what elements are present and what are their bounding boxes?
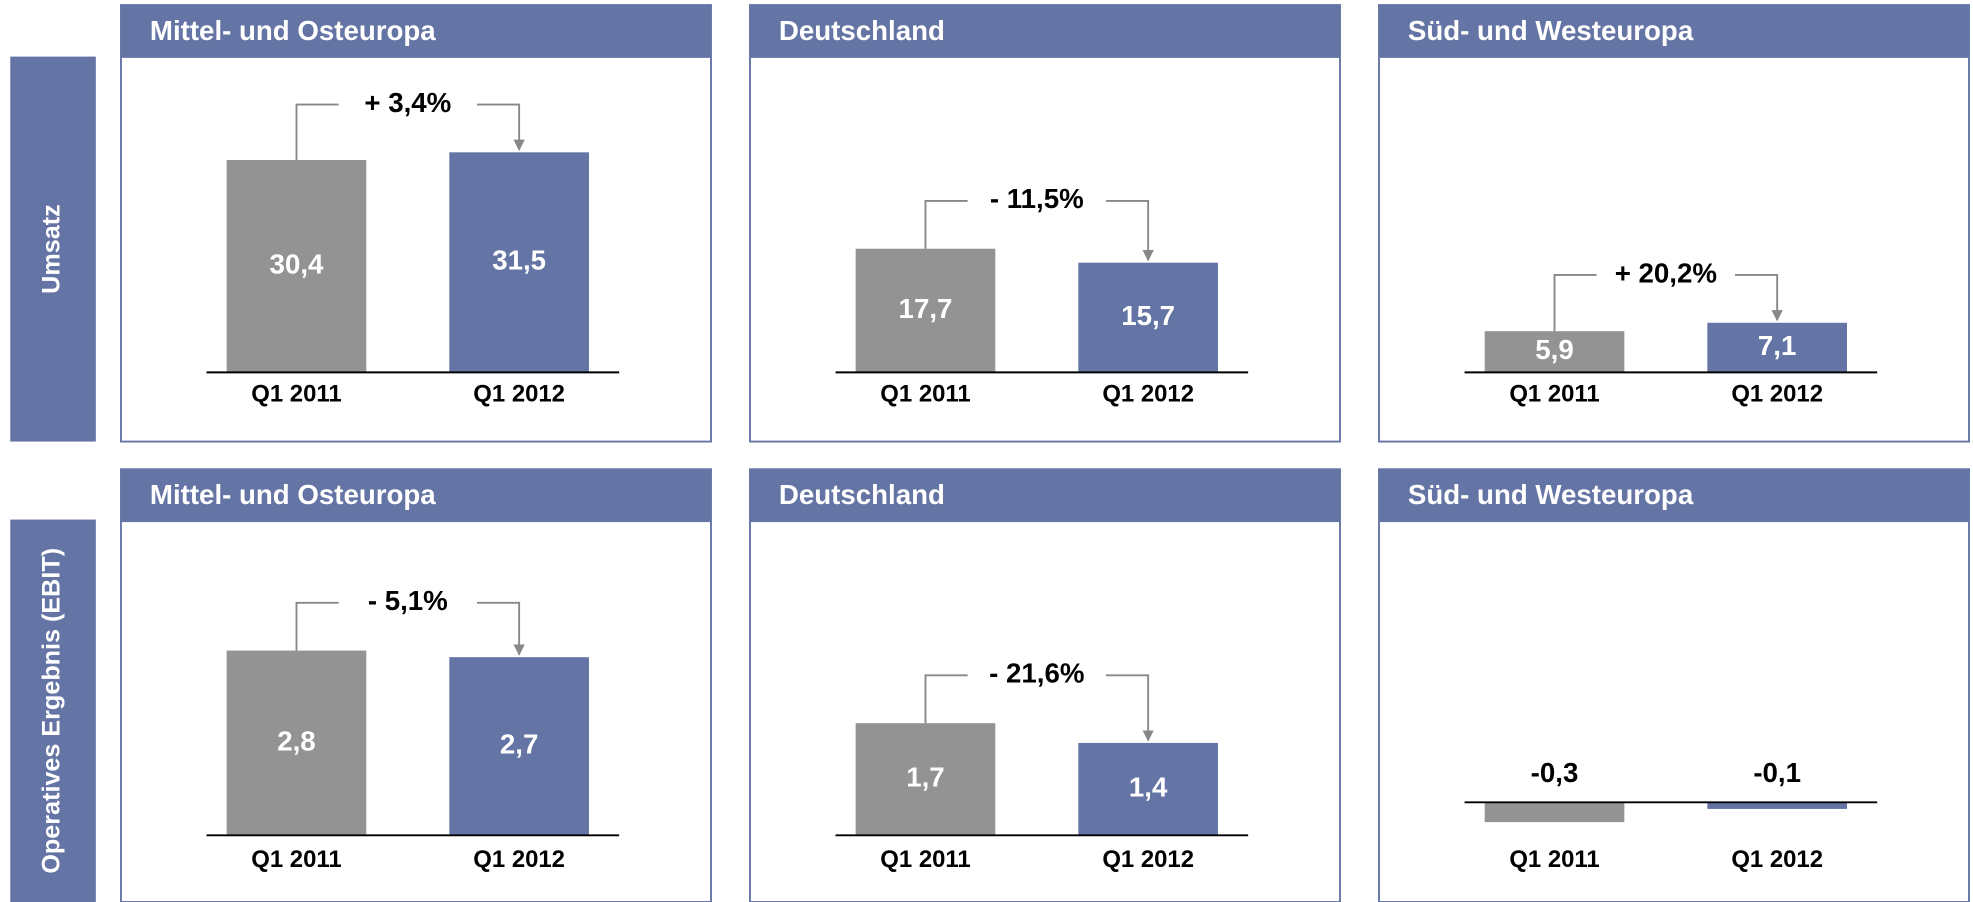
change-label: - 11,5% (990, 183, 1084, 214)
x-tick-label: Q1 2011 (880, 380, 970, 407)
panel (1378, 468, 1970, 902)
change-arrow (477, 103, 525, 151)
value-label: 5,9 (1535, 334, 1573, 365)
panel (120, 4, 712, 443)
value-label: 30,4 (270, 249, 324, 280)
change-label: + 20,2% (1615, 257, 1717, 288)
panel (749, 468, 1341, 902)
x-tick-label: Q1 2011 (1509, 380, 1599, 407)
row-label: Operatives Ergebnis (EBIT) (38, 548, 66, 874)
change-bracket (924, 199, 968, 249)
value-label: 2,8 (277, 725, 315, 756)
chart-title: Süd- und Westeuropa (1408, 15, 1694, 46)
x-tick-label: Q1 2012 (473, 380, 565, 407)
bar (449, 657, 589, 836)
value-label: 1,4 (1129, 771, 1168, 802)
panel-header (1379, 5, 1970, 58)
x-tick-label: Q1 2011 (880, 846, 970, 873)
x-tick-label: Q1 2012 (1731, 846, 1823, 873)
bar (449, 152, 589, 373)
row-label-box (10, 519, 96, 902)
x-tick-label: Q1 2012 (1102, 846, 1194, 873)
chart-title: Deutschland (779, 15, 945, 46)
row-label-box (10, 56, 96, 442)
change-bracket (1553, 274, 1597, 332)
value-label: 1,7 (906, 762, 944, 793)
chart-title: Mittel- und Osteuropa (150, 15, 436, 46)
bar (855, 248, 996, 373)
bar (1707, 802, 1847, 809)
value-label: -0,1 (1753, 757, 1801, 788)
bar (1078, 742, 1218, 836)
x-tick-label: Q1 2011 (251, 380, 341, 407)
change-label: - 21,6% (989, 658, 1084, 689)
chart-title: Deutschland (779, 479, 945, 510)
bar (226, 650, 367, 836)
panel-header (1379, 469, 1970, 523)
panel-header (749, 5, 1341, 58)
change-arrow (1106, 199, 1154, 262)
x-tick-label: Q1 2012 (1102, 380, 1194, 407)
bar (226, 160, 367, 373)
x-tick-label: Q1 2011 (1509, 846, 1599, 873)
bar (1484, 802, 1625, 823)
change-arrow (1735, 274, 1783, 322)
panel (1378, 4, 1970, 443)
panel-header (120, 469, 711, 523)
x-tick-label: Q1 2011 (251, 846, 341, 873)
panel-header (120, 5, 711, 58)
bar (1707, 322, 1847, 373)
value-label: 2,7 (500, 729, 538, 760)
change-bracket (295, 103, 339, 161)
x-tick-label: Q1 2012 (1731, 380, 1823, 407)
change-arrow (1106, 674, 1154, 742)
bar (1078, 262, 1218, 373)
value-label: -0,3 (1531, 757, 1579, 788)
change-arrow (477, 601, 525, 656)
value-label: 17,7 (899, 293, 953, 324)
change-label: - 5,1% (368, 585, 448, 616)
x-tick-label: Q1 2012 (473, 846, 565, 873)
chart-title: Mittel- und Osteuropa (150, 479, 436, 510)
row-label: Umsatz (38, 204, 66, 293)
panel (120, 468, 712, 902)
bar (1484, 331, 1625, 373)
value-label: 15,7 (1121, 300, 1175, 331)
chart-title: Süd- und Westeuropa (1408, 479, 1694, 510)
value-label: 7,1 (1758, 330, 1796, 361)
change-bracket (295, 601, 339, 651)
panel-header (749, 469, 1341, 523)
panel (749, 4, 1341, 443)
change-bracket (924, 674, 968, 724)
value-label: 31,5 (492, 245, 546, 276)
change-label: + 3,4% (364, 87, 451, 118)
bar (855, 723, 996, 836)
